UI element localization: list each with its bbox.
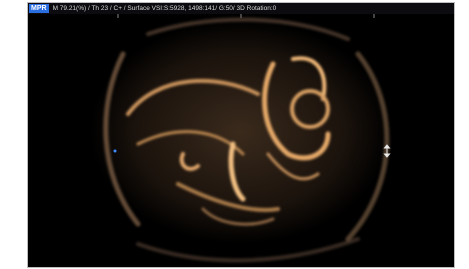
volume-haze — [90, 20, 390, 244]
scale-ticks — [118, 14, 374, 18]
render-info: M 79.21(%) / Th 23 / C+ / Surface VSI:S:… — [53, 5, 277, 12]
status-bar: MPR M 79.21(%) / Th 23 / C+ / Surface VS… — [28, 3, 454, 14]
ultrasound-viewport: MPR M 79.21(%) / Th 23 / C+ / Surface VS… — [27, 2, 455, 268]
screen: MPR M 79.21(%) / Th 23 / C+ / Surface VS… — [0, 0, 469, 269]
axis-marker — [114, 150, 117, 153]
rendered-volume — [28, 14, 454, 267]
mode-badge[interactable]: MPR — [29, 4, 49, 13]
